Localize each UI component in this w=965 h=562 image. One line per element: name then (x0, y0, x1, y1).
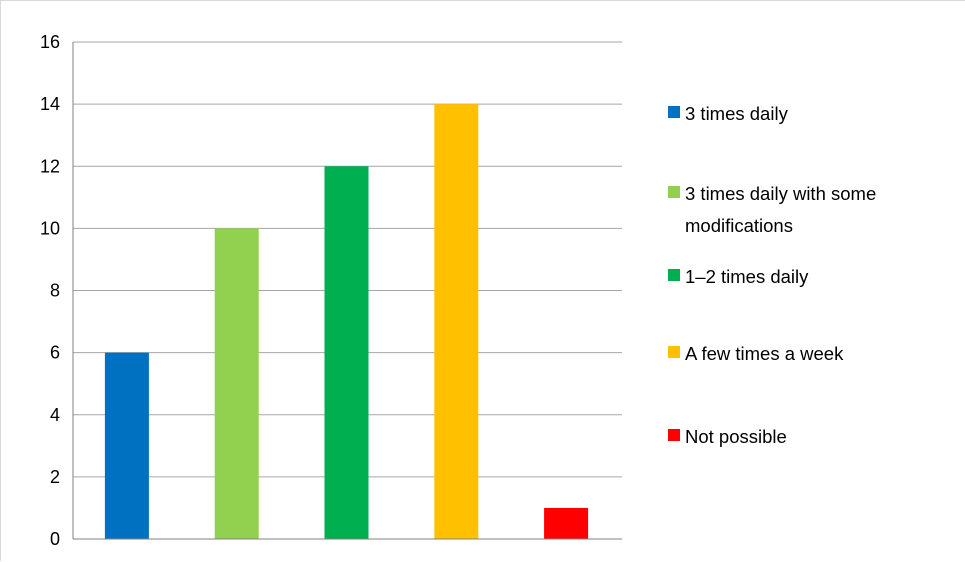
axes: 0 2 4 6 8 10 12 14 16 (40, 32, 622, 549)
legend-label: 1–2 times daily (685, 266, 809, 287)
bar (434, 104, 479, 539)
y-tick-label: 0 (50, 529, 60, 549)
legend-label: 3 times daily with some (685, 183, 876, 204)
y-tick-label: 16 (40, 32, 60, 52)
bar (544, 507, 589, 539)
y-tick-label: 10 (40, 218, 60, 238)
legend-swatch (668, 106, 680, 118)
legend-label: modifications (685, 215, 793, 236)
y-tick-label: 2 (50, 467, 60, 487)
y-tick-label: 4 (50, 405, 60, 425)
legend-swatch (668, 269, 680, 281)
y-tick-label: 14 (40, 94, 60, 114)
y-tick-label: 12 (40, 156, 60, 176)
y-tick-label: 8 (50, 281, 60, 301)
legend-label: Not possible (685, 426, 787, 447)
legend-swatch (668, 186, 680, 198)
legend-swatch (668, 346, 680, 358)
legend-swatch (668, 429, 680, 441)
y-tick-label: 6 (50, 343, 60, 363)
legend: 3 times daily 3 times daily with some modi… (668, 103, 876, 447)
legend-label: A few times a week (685, 343, 844, 364)
legend-label: 3 times daily (685, 103, 789, 124)
bars (104, 104, 589, 539)
bar (214, 228, 259, 539)
bar (324, 166, 369, 539)
bar (104, 352, 149, 539)
